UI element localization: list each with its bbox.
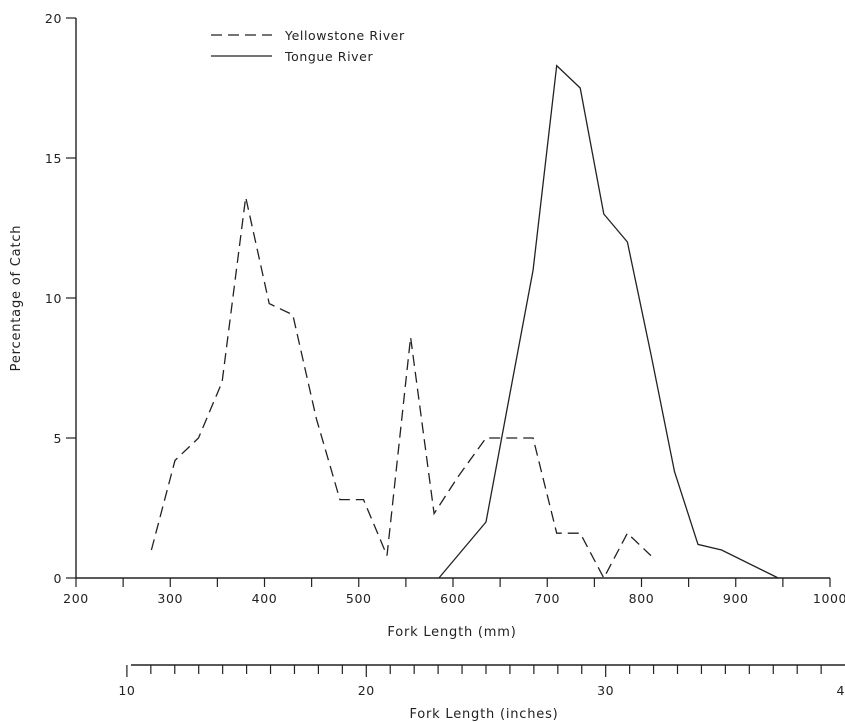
y-tick-label: 5 xyxy=(53,431,62,446)
x-tick-label: 400 xyxy=(252,591,278,606)
legend: Yellowstone River Tongue River xyxy=(211,28,405,64)
x-tick-label: 300 xyxy=(157,591,183,606)
series-lines xyxy=(150,64,779,580)
series-yellowstone-line xyxy=(150,197,652,580)
series-tongue-line xyxy=(438,64,779,579)
x-tick-label: 800 xyxy=(629,591,655,606)
x-tick-label: 500 xyxy=(346,591,372,606)
x-tick-label: 1000 xyxy=(813,591,845,606)
y-tick-label: 20 xyxy=(45,11,62,26)
inch-tick-label: 30 xyxy=(597,683,614,698)
inch-tick-label: 20 xyxy=(358,683,375,698)
x-tick-label: 900 xyxy=(723,591,749,606)
x-axis-label: Fork Length (mm) xyxy=(387,625,516,640)
x-tick-label: 700 xyxy=(534,591,560,606)
y-axis-label: Percentage of Catch xyxy=(9,225,24,372)
inch-axis: 10 20 30 40 Fork Length (inches) xyxy=(118,664,845,722)
x-tick-label: 200 xyxy=(63,591,89,606)
inch-axis-label: Fork Length (inches) xyxy=(409,707,558,722)
y-tick-label: 10 xyxy=(45,291,62,306)
legend-tongue-label: Tongue River xyxy=(284,49,373,64)
inch-tick-label: 10 xyxy=(118,683,135,698)
x-tick-label: 600 xyxy=(440,591,466,606)
y-ticks: 0 5 10 15 20 xyxy=(45,11,76,586)
inch-ticks: 10 20 30 40 xyxy=(118,665,845,698)
x-ticks: 200 300 400 500 600 700 800 900 1000 xyxy=(63,578,845,606)
y-tick-label: 0 xyxy=(53,571,62,586)
plot-axes: 0 5 10 15 20 200 300 400 500 600 700 800 900 1000 Pe… xyxy=(9,11,845,640)
y-tick-label: 15 xyxy=(45,151,62,166)
legend-yellowstone-label: Yellowstone River xyxy=(284,28,405,43)
inch-tick-label: 40 xyxy=(837,683,845,698)
